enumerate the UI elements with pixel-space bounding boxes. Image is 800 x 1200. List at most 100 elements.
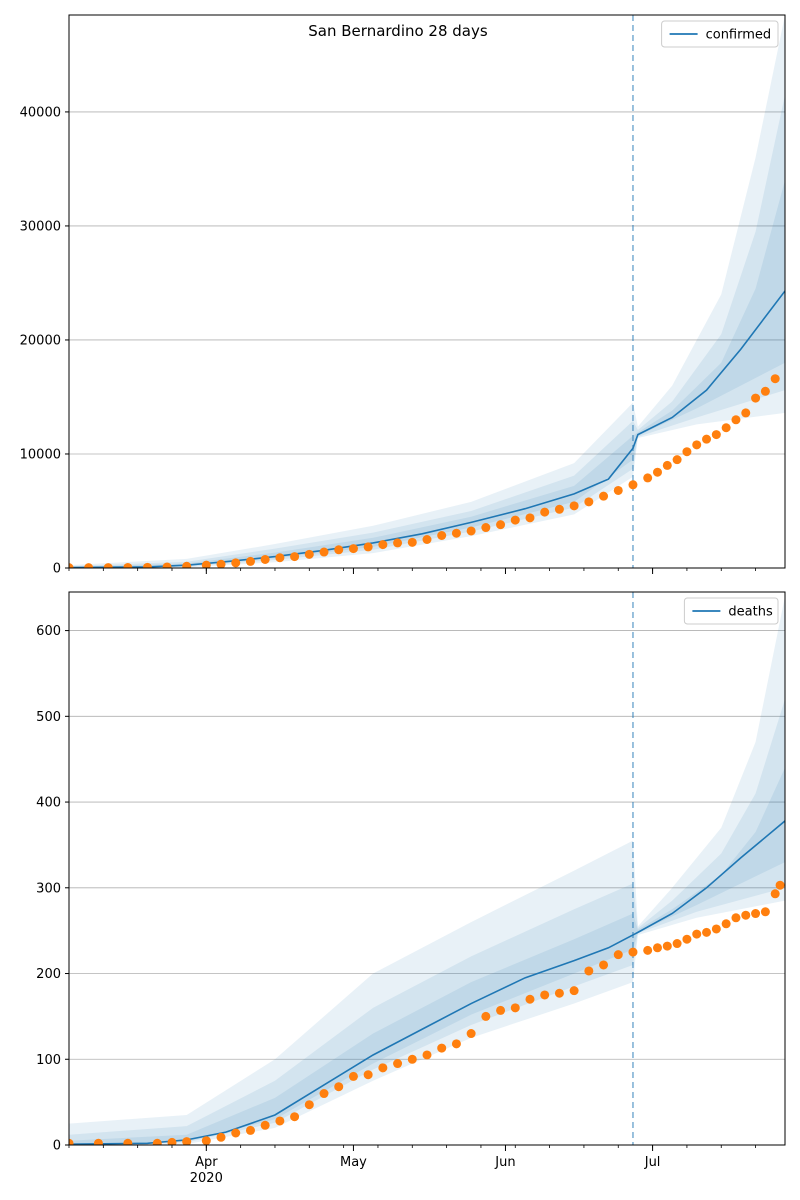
observed-point [481, 1011, 491, 1021]
observed-point [304, 549, 314, 559]
y-tick-label: 200 [36, 967, 61, 982]
observed-point [721, 919, 731, 929]
observed-point [451, 528, 461, 538]
plot-area [69, 592, 785, 1145]
observed-point [201, 560, 211, 568]
axes-frame [68, 591, 786, 1146]
observed-point [760, 907, 770, 917]
observed-point [407, 537, 417, 547]
observed-point [142, 562, 152, 568]
observed-point [481, 523, 491, 533]
observed-point [231, 558, 241, 568]
observed-point [496, 520, 506, 530]
observed-point [201, 1136, 211, 1145]
x-tick-label: Jun [494, 1155, 515, 1170]
observed-point [231, 1128, 241, 1138]
observed-point [363, 1070, 373, 1080]
y-tick-label: 0 [53, 562, 61, 577]
y-tick-label: 0 [53, 1139, 61, 1154]
y-tick-label: 30000 [20, 219, 61, 234]
y-tick-label: 400 [36, 796, 61, 811]
y-tick-label: 100 [36, 1053, 61, 1068]
observed-point [319, 547, 329, 557]
observed-point [751, 393, 761, 403]
observed-point [741, 408, 751, 418]
observed-point [554, 504, 564, 514]
observed-point [741, 910, 751, 920]
observed-point [378, 540, 388, 550]
observed-point [451, 1039, 461, 1049]
observed-point [290, 552, 300, 562]
observed-point [290, 1112, 300, 1122]
observed-point [613, 950, 623, 960]
observed-point [182, 561, 192, 568]
observed-point [245, 1125, 255, 1135]
observed-point [682, 934, 692, 944]
observed-point [702, 927, 712, 937]
observed-point [437, 531, 447, 541]
observed-point [525, 513, 535, 523]
observed-point [760, 386, 770, 396]
observed-point [422, 534, 432, 544]
observed-point [510, 515, 520, 525]
observed-point [466, 1029, 476, 1039]
observed-point [93, 1138, 103, 1145]
legend-box [683, 597, 779, 625]
x-tick-sublabel: 2020 [190, 1171, 223, 1186]
observed-point [378, 1063, 388, 1073]
y-tick-label: 20000 [20, 333, 61, 348]
legend-label: confirmed [706, 28, 772, 43]
observed-point [393, 538, 403, 548]
observed-point [275, 553, 285, 563]
observed-point [334, 545, 344, 555]
observed-point [216, 559, 226, 568]
observed-point [437, 1043, 447, 1053]
observed-point [662, 460, 672, 470]
observed-point [569, 501, 579, 511]
observed-point [540, 507, 550, 517]
observed-point [182, 1137, 192, 1145]
observed-point [692, 929, 702, 939]
observed-point [216, 1132, 226, 1142]
observed-point [643, 473, 653, 483]
legend: confirmed [661, 20, 779, 48]
observed-point [162, 562, 172, 568]
observed-point [319, 1089, 329, 1099]
observed-point [599, 491, 609, 501]
observed-point [711, 430, 721, 440]
observed-point [711, 924, 721, 934]
observed-point [466, 526, 476, 536]
y-tick-label: 300 [36, 881, 61, 896]
observed-point [662, 941, 672, 951]
observed-point [731, 415, 741, 425]
legend-label: deaths [728, 605, 773, 620]
x-tick-label: May [340, 1155, 367, 1170]
x-tick-label: Jul [644, 1155, 661, 1170]
legend: deaths [683, 597, 779, 625]
legend-box [661, 20, 779, 48]
observed-point [770, 374, 780, 384]
observed-point [652, 467, 662, 477]
y-tick-label: 600 [36, 624, 61, 639]
observed-point [422, 1050, 432, 1060]
observed-point [69, 1138, 74, 1145]
y-tick-label: 10000 [20, 447, 61, 462]
observed-point [123, 562, 133, 568]
axes-frame [68, 14, 786, 569]
observed-point [275, 1116, 285, 1126]
observed-point [334, 1082, 344, 1092]
observed-point [103, 563, 113, 568]
band-inner [69, 180, 785, 568]
y-tick-label: 40000 [20, 105, 61, 120]
observed-point [751, 909, 761, 919]
observed-point [682, 447, 692, 457]
observed-point [731, 913, 741, 923]
observed-point [260, 1120, 270, 1130]
observed-point [643, 945, 653, 955]
observed-point [84, 563, 94, 568]
observed-point [304, 1100, 314, 1110]
observed-point [770, 889, 780, 899]
observed-point [69, 563, 74, 568]
